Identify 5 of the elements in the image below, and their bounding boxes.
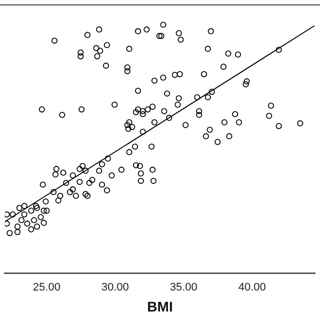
x-tick-label: 30.00 — [101, 282, 129, 294]
x-axis-title: BMI — [147, 298, 173, 314]
x-tick-label: 35.00 — [170, 282, 198, 294]
x-tick-label: 40.00 — [238, 282, 266, 294]
x-tick-label: 25.00 — [32, 282, 60, 294]
